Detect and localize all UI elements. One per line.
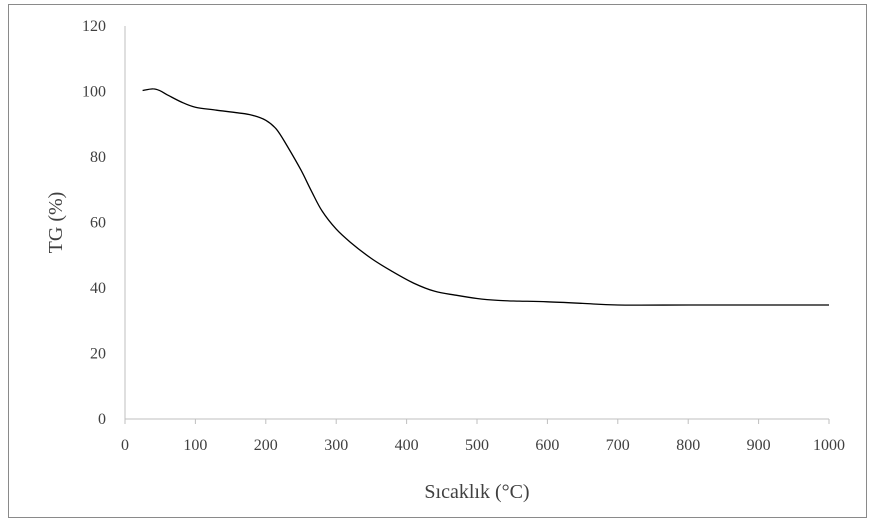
x-tick-label: 1000 <box>813 437 845 454</box>
x-tick-labels: 0 100 200 300 400 500 600 700 800 900 1000 <box>121 437 845 454</box>
x-tick-label: 700 <box>606 437 630 454</box>
y-tick-labels: 0 20 40 60 80 100 120 <box>82 18 106 428</box>
x-tick-label: 500 <box>465 437 489 454</box>
y-tick-label: 60 <box>90 215 106 232</box>
y-tick-label: 100 <box>82 84 106 101</box>
y-tick-label: 0 <box>98 411 106 428</box>
x-tick-label: 400 <box>395 437 419 454</box>
x-tick-label: 900 <box>747 437 771 454</box>
y-tick-label: 80 <box>90 149 106 166</box>
chart-frame <box>8 4 867 518</box>
x-tick-label: 300 <box>324 437 348 454</box>
x-tick-label: 200 <box>254 437 278 454</box>
x-tick-marks <box>124 419 830 424</box>
y-axis-title: TG (%) <box>45 192 67 254</box>
x-axis-title: Sıcaklık (°C) <box>424 481 529 503</box>
y-tick-label: 20 <box>90 346 106 363</box>
tg-series-line <box>142 88 829 306</box>
x-tick-label: 800 <box>676 437 700 454</box>
x-tick-label: 0 <box>121 437 129 454</box>
y-tick-label: 120 <box>82 18 106 35</box>
y-tick-label: 40 <box>90 280 106 297</box>
x-tick-label: 600 <box>535 437 559 454</box>
x-tick-label: 100 <box>183 437 207 454</box>
